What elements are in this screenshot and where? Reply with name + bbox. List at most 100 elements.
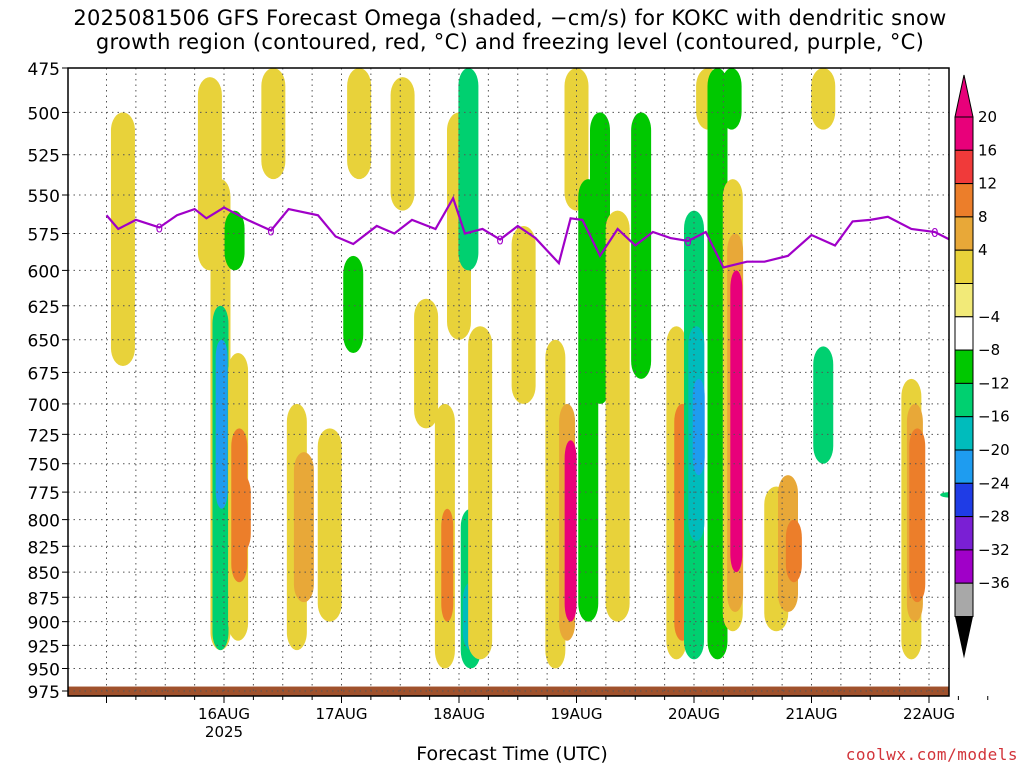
freezing-level-label: 0	[496, 234, 504, 248]
x-tick-label: 22AUG	[903, 705, 955, 723]
y-tick-label: 650	[28, 332, 60, 352]
x-tick-label: 16AUG	[198, 705, 250, 723]
y-tick-label: 575	[28, 226, 60, 246]
colorbar-label: −12	[978, 374, 1010, 392]
colorbar-label: −4	[978, 308, 1000, 326]
colorbar-swatch	[954, 549, 974, 584]
colorbar-label: 20	[978, 108, 997, 126]
colorbar: 20 16 12 8 4 −4 −8 −12 −16 −20 −24 −28 −32 −36	[954, 74, 1010, 659]
colorbar-swatch	[954, 449, 974, 484]
y-tick-label: 900	[28, 614, 60, 634]
colorbar-label: −20	[978, 441, 1010, 459]
y-tick-label: 500	[28, 104, 60, 124]
colorbar-swatch	[954, 482, 974, 518]
omega-cell	[511, 225, 536, 404]
plot-frame	[67, 67, 950, 697]
omega-cell	[458, 68, 479, 271]
omega-cell	[909, 428, 926, 603]
omega-cell	[631, 112, 652, 379]
colorbar-top-arrow	[954, 74, 974, 118]
colorbar-swatch	[954, 516, 974, 551]
colorbar-swatch	[954, 582, 974, 618]
omega-cell	[261, 68, 286, 180]
omega-shading-layer	[110, 68, 949, 669]
colorbar-swatch	[954, 183, 974, 218]
omega-cell	[215, 339, 228, 509]
colorbar-label: −8	[978, 341, 1000, 359]
omega-cell	[940, 492, 949, 498]
x-tick-label: 21AUG	[786, 705, 838, 723]
omega-cell	[468, 326, 493, 660]
omega-cell	[343, 255, 364, 353]
y-tick-label: 875	[28, 589, 60, 609]
y-tick-label: 550	[28, 187, 60, 207]
freezing-level-label: 0	[267, 224, 275, 238]
colorbar-label: −36	[978, 574, 1010, 592]
freezing-level-label: 0	[931, 226, 939, 240]
colorbar-swatch	[954, 116, 974, 151]
x-tick-label: 20AUG	[668, 705, 720, 723]
y-tick-label: 725	[28, 426, 60, 446]
omega-cell	[813, 346, 834, 464]
y-tick-label: 700	[28, 396, 60, 416]
omega-cell	[441, 508, 454, 622]
omega-cell	[110, 112, 135, 366]
omega-cell	[317, 428, 342, 622]
colorbar-label: 8	[978, 208, 988, 226]
omega-cell	[707, 68, 728, 660]
colorbar-swatch	[954, 149, 974, 185]
colorbar-swatch	[954, 283, 974, 318]
omega-cell	[224, 210, 245, 271]
y-tick-label: 925	[28, 637, 60, 657]
freezing-level-label: 0	[156, 221, 164, 235]
y-tick-label: 950	[28, 660, 60, 680]
omega-cell	[605, 210, 630, 622]
omega-cell	[730, 270, 743, 573]
omega-cell	[347, 68, 372, 180]
omega-cell	[234, 475, 251, 552]
omega-cell	[390, 77, 415, 211]
y-tick-label: 475	[28, 60, 60, 80]
colorbar-swatch	[954, 316, 974, 351]
y-tick-label: 600	[28, 262, 60, 282]
freezing-level-line	[105, 195, 949, 269]
y-tick-label: 525	[28, 147, 60, 167]
chart-title-line-1: 2025081506 GFS Forecast Omega (shaded, −…	[73, 6, 947, 30]
omega-cell	[811, 68, 836, 130]
y-tick-label: 775	[28, 484, 60, 504]
y-tick-label: 800	[28, 512, 60, 532]
colorbar-label: 12	[978, 175, 997, 193]
x-axis-label: Forecast Time (UTC)	[416, 743, 608, 765]
freezing-level-label: 0	[684, 235, 692, 249]
chart-title-line-2: growth region (contoured, red, °C) and f…	[95, 30, 925, 54]
omega-cell	[590, 112, 610, 404]
colorbar-label: −16	[978, 408, 1010, 426]
colorbar-label: 16	[978, 141, 997, 159]
omega-cell	[785, 519, 802, 583]
omega-cell	[564, 68, 589, 211]
x-tick-label: 19AUG	[551, 705, 603, 723]
y-tick-label: 675	[28, 364, 60, 384]
chart-title: 2025081506 GFS Forecast Omega (shaded, −…	[0, 6, 1020, 54]
x-tick-label: 18AUG	[433, 705, 485, 723]
x-tick-sublabel: 2025	[205, 723, 243, 741]
colorbar-label: 4	[978, 241, 988, 259]
omega-cell	[414, 298, 439, 429]
colorbar-swatch	[954, 382, 974, 418]
credit-link[interactable]: coolwx.com/models	[845, 745, 1018, 764]
colorbar-label: −28	[978, 508, 1010, 526]
x-tick-label: 17AUG	[316, 705, 368, 723]
omega-cell	[293, 452, 314, 603]
colorbar-label: −32	[978, 541, 1010, 559]
y-tick-label: 850	[28, 564, 60, 584]
omega-cell	[692, 378, 705, 476]
y-tick-label: 825	[28, 538, 60, 558]
colorbar-swatch	[954, 349, 974, 384]
colorbar-swatch	[954, 249, 974, 284]
colorbar-swatch	[954, 216, 974, 251]
omega-cell	[721, 68, 742, 130]
y-tick-label: 975	[28, 683, 60, 703]
omega-cell	[564, 440, 577, 622]
